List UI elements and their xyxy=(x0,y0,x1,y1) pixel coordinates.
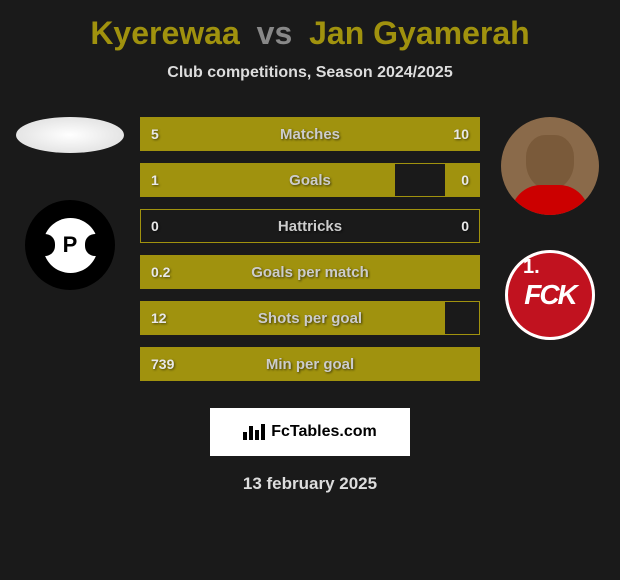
stat-row: 0.2 Goals per match xyxy=(140,255,480,289)
stat-row: 12 Shots per goal xyxy=(140,301,480,335)
brand-badge: FcTables.com xyxy=(210,408,410,456)
player1-avatar xyxy=(16,117,124,153)
stat-label: Goals xyxy=(289,172,331,189)
main-area: 5 Matches 10 1 Goals 0 0 Hattricks 0 0.2 Goals per… xyxy=(10,117,610,393)
stat-label: Goals per match xyxy=(251,264,369,281)
stat-value-left: 0 xyxy=(151,218,159,234)
stat-row: 739 Min per goal xyxy=(140,347,480,381)
chart-icon xyxy=(243,424,265,440)
stat-value-left: 0.2 xyxy=(151,264,170,280)
stat-value-left: 5 xyxy=(151,126,159,142)
brand-text: FcTables.com xyxy=(271,423,377,441)
player2-avatar xyxy=(501,117,599,215)
right-column: 1. FCK xyxy=(490,117,610,340)
stat-row: 5 Matches 10 xyxy=(140,117,480,151)
stat-value-left: 1 xyxy=(151,172,159,188)
club-right-label: FCK xyxy=(524,279,576,311)
stat-label: Matches xyxy=(280,126,340,143)
page-title: Kyerewaa vs Jan Gyamerah xyxy=(10,15,610,52)
stat-value-right: 0 xyxy=(461,172,469,188)
stat-bar-left xyxy=(141,164,395,196)
stat-value-left: 12 xyxy=(151,310,167,326)
stats-column: 5 Matches 10 1 Goals 0 0 Hattricks 0 0.2 Goals per… xyxy=(130,117,490,393)
footer-date: 13 february 2025 xyxy=(10,474,610,494)
comparison-card: Kyerewaa vs Jan Gyamerah Club competitio… xyxy=(0,0,620,504)
left-column xyxy=(10,117,130,290)
player2-club-badge: 1. FCK xyxy=(505,250,595,340)
stat-label: Min per goal xyxy=(266,356,354,373)
subtitle: Club competitions, Season 2024/2025 xyxy=(10,64,610,82)
stat-row: 0 Hattricks 0 xyxy=(140,209,480,243)
stat-value-right: 10 xyxy=(453,126,469,142)
vs-label: vs xyxy=(257,15,293,51)
player1-club-badge xyxy=(25,200,115,290)
player1-name: Kyerewaa xyxy=(90,15,239,51)
club-right-num: 1. xyxy=(523,256,540,279)
stat-label: Shots per goal xyxy=(258,310,362,327)
stat-label: Hattricks xyxy=(278,218,342,235)
player2-name: Jan Gyamerah xyxy=(309,15,530,51)
stat-row: 1 Goals 0 xyxy=(140,163,480,197)
stat-value-right: 0 xyxy=(461,218,469,234)
stat-value-left: 739 xyxy=(151,356,174,372)
